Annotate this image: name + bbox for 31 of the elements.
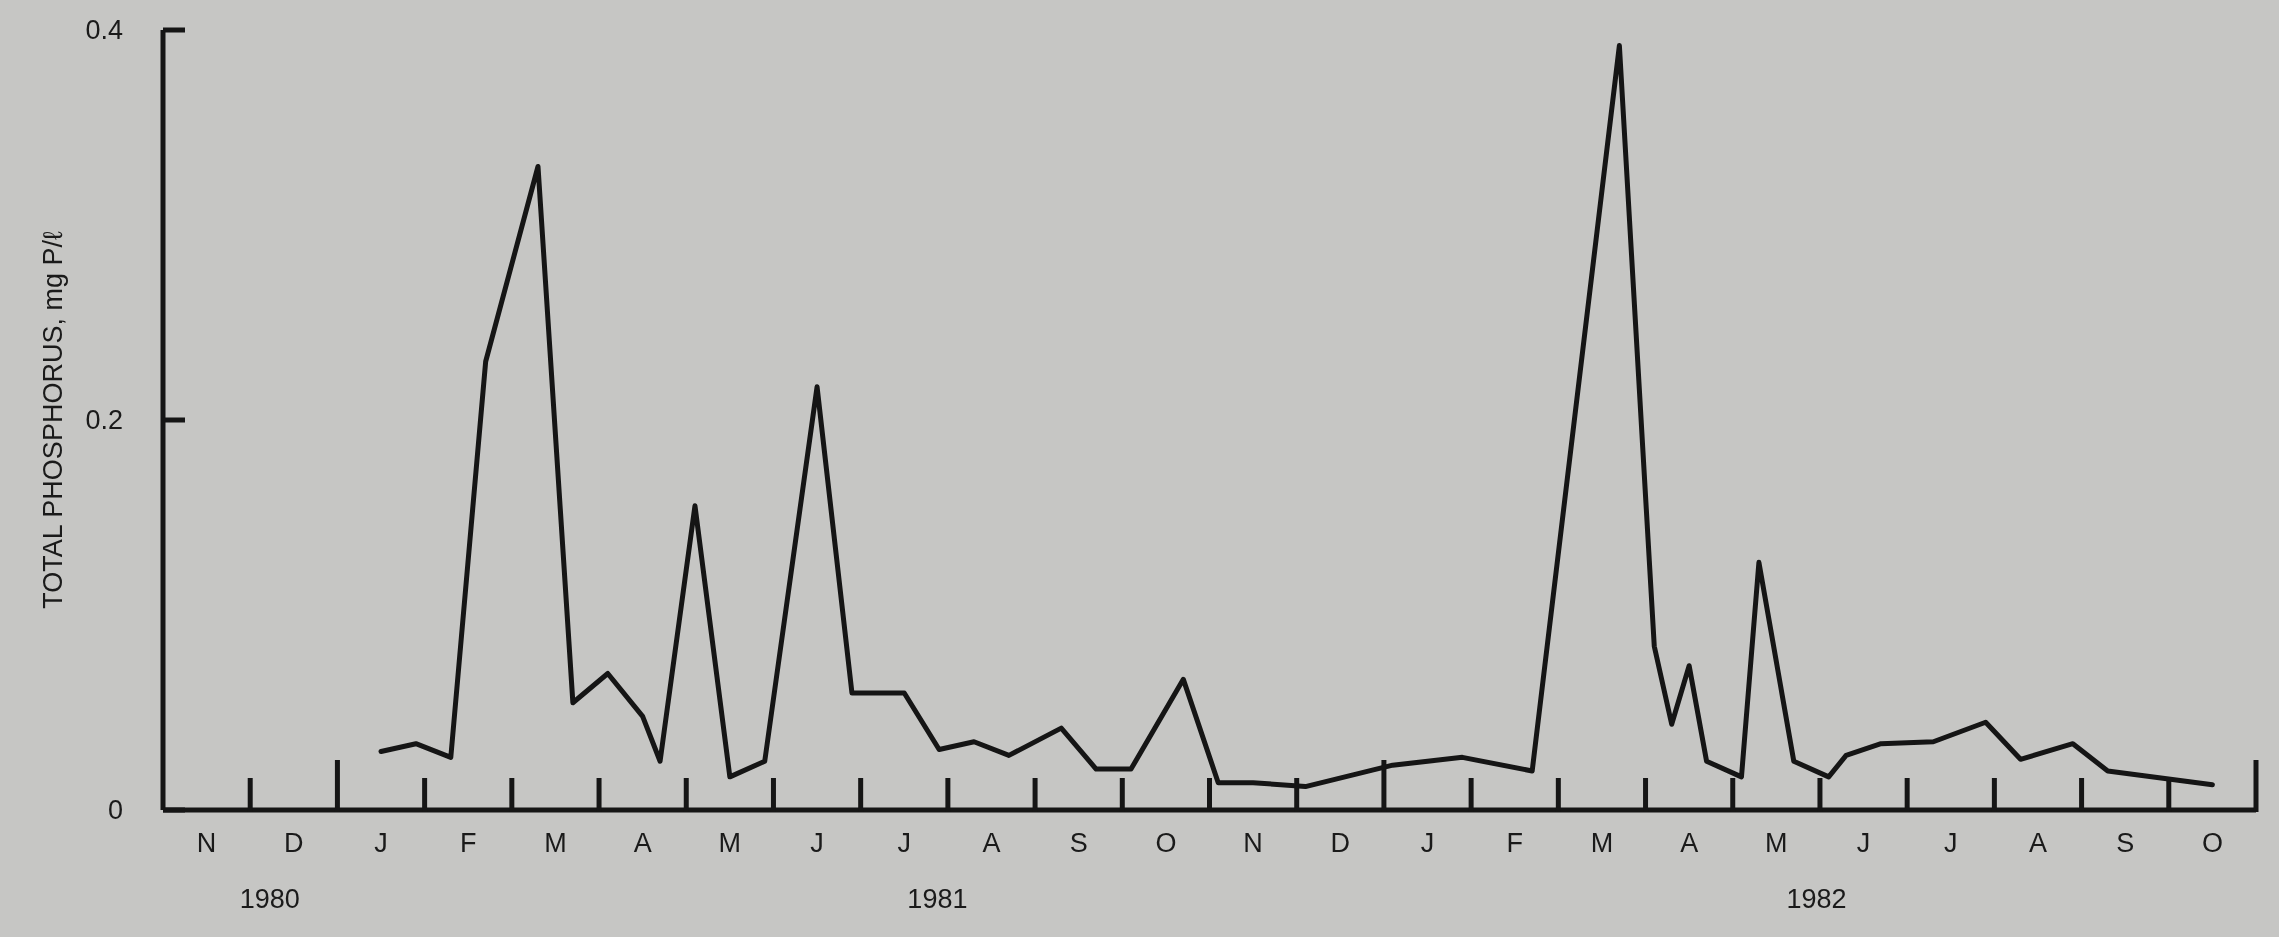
x-tick-label: A bbox=[633, 828, 652, 858]
x-tick-label: A bbox=[982, 828, 1001, 858]
x-tick-label: J bbox=[1420, 828, 1435, 858]
y-tick-label: 0 bbox=[107, 795, 123, 826]
text: 1981 bbox=[907, 884, 968, 914]
x-tick-label: F bbox=[459, 828, 477, 858]
x-tick-label: A bbox=[1680, 828, 1699, 858]
y-tick-label: 0.2 bbox=[85, 405, 123, 436]
x-tick-label: S bbox=[1069, 828, 1088, 858]
x-tick-label: N bbox=[1243, 828, 1263, 858]
y-axis-title: TOTAL PHOSPHORUS, mg P/ℓ bbox=[38, 231, 68, 609]
x-tick-label: M bbox=[544, 828, 567, 858]
x-tick-label: J bbox=[374, 828, 388, 858]
x-tick-label: J bbox=[897, 828, 912, 858]
text: 1982 bbox=[1786, 884, 1847, 914]
y-tick-label: 0.4 bbox=[85, 15, 123, 46]
x-tick-label: M bbox=[1590, 828, 1614, 858]
x-tick-label: D bbox=[1330, 828, 1351, 858]
x-tick-label: M bbox=[718, 828, 742, 858]
x-tick-label: J bbox=[810, 828, 824, 858]
x-tick-label: O bbox=[2201, 828, 2223, 858]
x-tick-label: J bbox=[1856, 828, 1871, 858]
x-tick-label: F bbox=[1506, 828, 1523, 858]
x-tick-label: A bbox=[2028, 828, 2047, 858]
text: 1980 bbox=[239, 884, 300, 914]
x-tick-label: S bbox=[2116, 828, 2135, 858]
x-tick-label: D bbox=[284, 828, 304, 858]
x-tick-label: N bbox=[196, 828, 217, 858]
x-tick-label: J bbox=[1944, 828, 1958, 858]
x-tick-label: O bbox=[1155, 828, 1177, 858]
x-tick-label: M bbox=[1765, 828, 1788, 858]
